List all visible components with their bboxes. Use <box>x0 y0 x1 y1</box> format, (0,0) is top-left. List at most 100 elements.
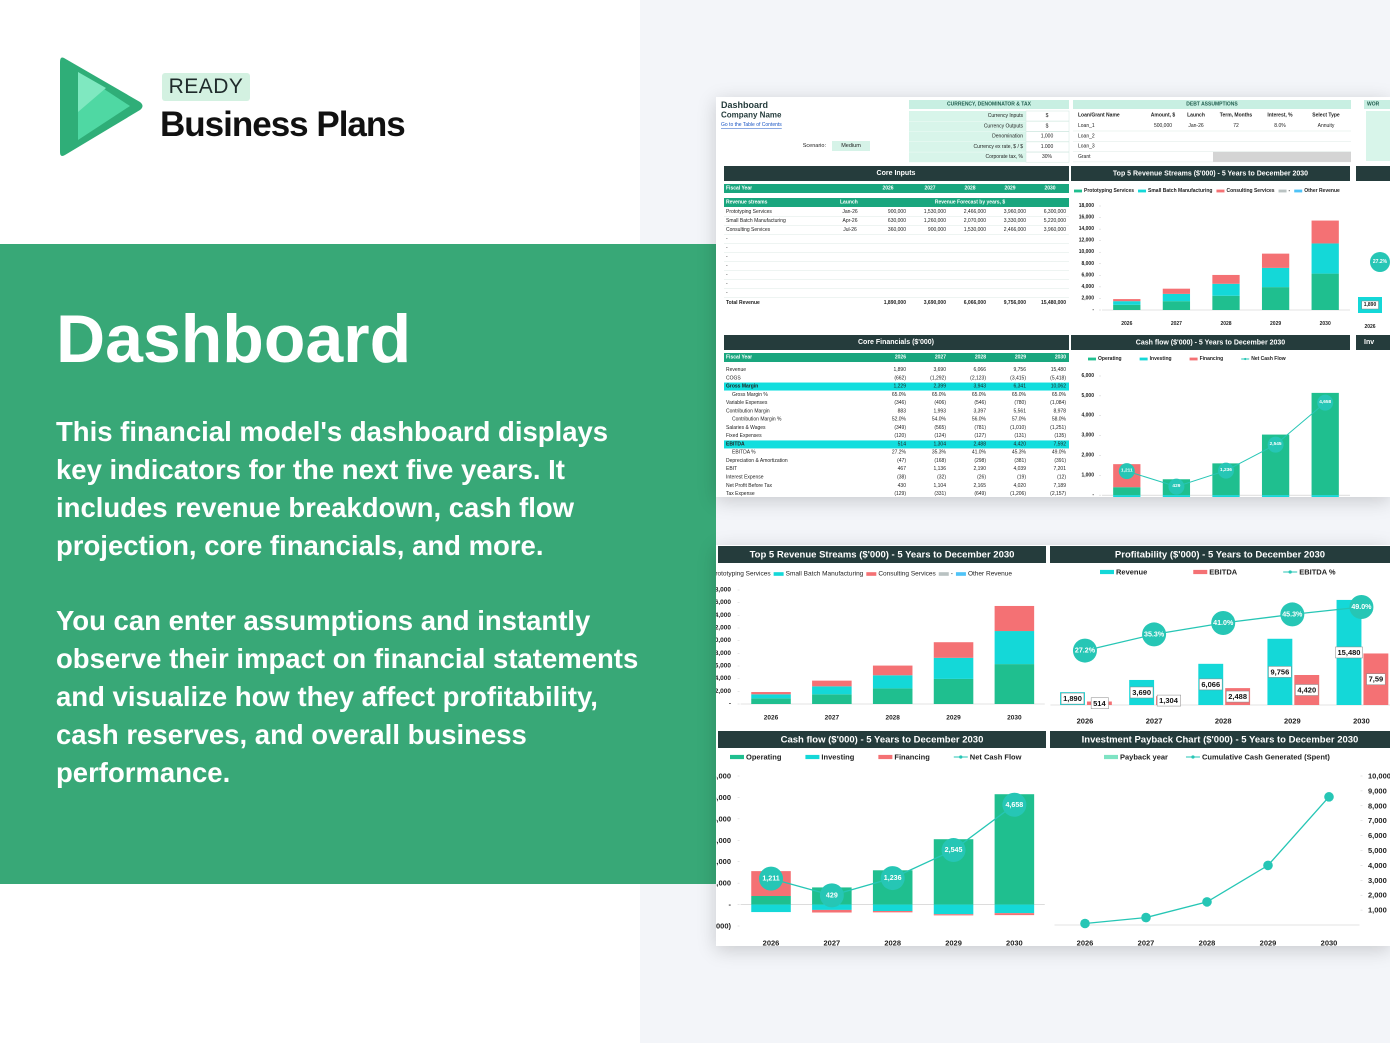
toc-link: Go to the Table of Contents <box>721 122 782 128</box>
fiscal-row <box>724 184 1069 193</box>
chart-header <box>1071 335 1350 350</box>
bar <box>994 913 1035 916</box>
label-cell <box>909 131 1026 142</box>
x-tick-label: 2027 <box>1138 939 1155 947</box>
row-value: 65.0% <box>1052 392 1067 398</box>
legend-label: Financing <box>894 753 930 762</box>
fiscal-label: Fiscal Year <box>726 186 752 192</box>
bar <box>1261 253 1290 268</box>
bar <box>751 904 791 913</box>
bar <box>812 909 852 913</box>
row-value: (1,206) <box>1010 491 1026 497</box>
bar <box>751 698 791 704</box>
y-tick-label: 3,000 <box>1081 433 1094 439</box>
row-value: (129) <box>894 491 906 497</box>
row-value: (649) <box>974 491 986 497</box>
scenario-label: Scenario: <box>803 143 827 149</box>
row-value: 1,104 <box>933 483 946 489</box>
legend-swatch <box>1138 189 1147 193</box>
table-title: WOR <box>1367 102 1380 108</box>
bar-value-label: 7,59 <box>1369 675 1384 684</box>
bar-value-label: 514 <box>1093 699 1106 708</box>
label-box <box>1335 646 1363 659</box>
row-value: (127) <box>974 433 986 439</box>
x-tick-label: 2026 <box>1077 939 1094 947</box>
section-title: Core Financials ($'000) <box>858 339 934 346</box>
label-box <box>1295 684 1319 696</box>
row-label: - <box>726 254 728 260</box>
debt-cell: Jan-26 <box>1188 123 1204 129</box>
row-value: (168) <box>934 458 946 464</box>
column-header: Interest, % <box>1267 113 1293 119</box>
legend-label: Investing <box>1150 356 1172 362</box>
legend-label: - <box>1289 188 1291 194</box>
row-value: (1,251) <box>1050 425 1066 431</box>
point-value-label: 2,545 <box>945 846 963 854</box>
value-cell <box>1025 151 1070 163</box>
legend-swatch <box>773 572 784 576</box>
debt-cell: 500,000 <box>1154 123 1172 129</box>
debt-cell: Loan_2 <box>1078 133 1095 139</box>
x-tick-label: 2030 <box>1321 939 1338 947</box>
y-tick-label: 2,000 <box>716 857 731 866</box>
row-value: $ <box>1046 113 1049 119</box>
line-point <box>1263 860 1273 871</box>
row-value: (12) <box>1057 475 1066 481</box>
legend-swatch <box>805 754 820 760</box>
total-value: 15,480,000 <box>1041 300 1066 306</box>
point-value-label: 4,658 <box>1319 399 1331 405</box>
bar <box>872 665 913 676</box>
bar <box>933 914 974 916</box>
row-value: 15,480 <box>1051 367 1067 373</box>
cropped-label: 27.2% <box>1373 259 1388 265</box>
launch: Jan-26 <box>842 209 858 215</box>
row-value: 2,190 <box>973 466 986 472</box>
y-tick-label: 4,000 <box>716 675 731 682</box>
row-value: (331) <box>934 491 946 497</box>
row-value: 35.3% <box>932 450 947 456</box>
point-value-label: 4,658 <box>1005 801 1023 809</box>
bar <box>1113 495 1141 497</box>
bar <box>933 904 974 915</box>
line-point <box>1141 912 1151 923</box>
y-tick-label: 7,000 <box>1368 816 1387 825</box>
x-tick-label: 2030 <box>1007 715 1022 722</box>
point-value-label: 35.3% <box>1144 630 1165 638</box>
point-value-label: 429 <box>1172 483 1180 489</box>
row-label: Gross Margin <box>726 384 758 390</box>
row-value: 8,978 <box>1053 408 1066 414</box>
y-tick-label: 9,000 <box>1368 786 1387 795</box>
y-tick-label: 6,000 <box>1368 831 1387 840</box>
bar <box>933 657 974 679</box>
year: 2026 <box>895 355 906 361</box>
column-header: Loan/Grant Name <box>1078 113 1120 119</box>
row-value: 56.0% <box>972 417 987 423</box>
x-tick-label: 2027 <box>824 939 841 947</box>
bar <box>1113 299 1141 302</box>
row-value: (5,418) <box>1050 375 1066 381</box>
row-label: COGS <box>726 375 741 381</box>
logo-shape <box>78 72 106 112</box>
row-label: Currency Inputs <box>988 113 1024 119</box>
y-tick-label: 10,000 <box>1368 772 1390 781</box>
row-value: 467 <box>898 466 907 472</box>
y-tick-label: 5,000 <box>1368 846 1387 855</box>
x-tick-label: 2028 <box>884 939 901 947</box>
row-value: 7,201 <box>1053 466 1066 472</box>
highlight-row <box>724 382 1069 391</box>
bar-value-label: 9,756 <box>1270 667 1289 676</box>
chart-title: Cash flow ($'000) - 5 Years to December … <box>781 735 984 746</box>
bar <box>994 631 1035 665</box>
row-label: Fixed Expenses <box>726 433 762 439</box>
chart-title: Profitability ($'000) - 5 Years to Decem… <box>1115 550 1325 561</box>
table-title: DEBT ASSUMPTIONS <box>1186 102 1238 108</box>
y-tick-label: 1,000 <box>716 879 731 888</box>
label-box <box>1226 690 1250 703</box>
point-value-label: 27.2% <box>1075 647 1096 655</box>
legend-label: EBITDA <box>1209 568 1238 577</box>
cropped-label: 2026 <box>1364 324 1375 330</box>
label-cell <box>909 141 1026 152</box>
row-label: Contribution Margin <box>726 408 770 414</box>
row-value: 1,229 <box>893 384 906 390</box>
